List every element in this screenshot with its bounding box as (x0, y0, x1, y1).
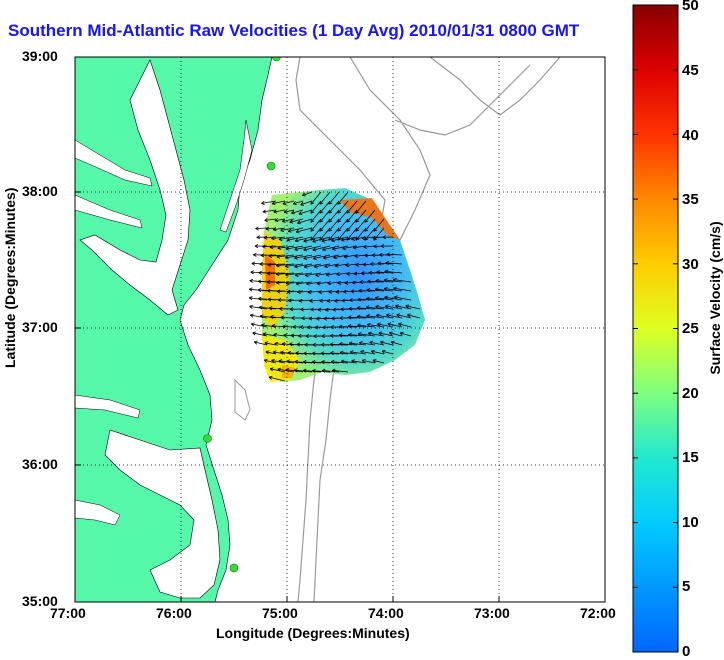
velocity-arrow-head (302, 196, 306, 197)
colorbar-tick-label: 40 (682, 127, 699, 144)
x-tick-label: 72:00 (580, 605, 616, 621)
y-tick-label: 38:00 (22, 183, 58, 199)
colorbar-tick-label: 0 (682, 643, 690, 660)
y-tick-label: 36:00 (22, 456, 58, 472)
colorbar-tick-label: 30 (682, 256, 699, 273)
colorbar-label: Surface Velocity (cm/s) (707, 203, 723, 393)
y-tick-label: 37:00 (22, 319, 58, 335)
velocity-arrow (267, 273, 285, 274)
colorbar-tick-label: 5 (682, 578, 690, 595)
colorbar-tick-label: 20 (682, 385, 699, 402)
station-marker (204, 435, 212, 443)
x-tick-label: 76:00 (156, 605, 192, 621)
x-tick-label: 73:00 (474, 605, 510, 621)
x-tick-label: 74:00 (368, 605, 404, 621)
colorbar-tick-label: 50 (682, 0, 699, 14)
colorbar (633, 5, 678, 652)
colorbar-tick-label: 25 (682, 320, 699, 337)
x-axis-label: Longitude (Degrees:Minutes) (216, 625, 410, 641)
y-tick-label: 39:00 (22, 48, 58, 64)
x-tick-label: 75:00 (262, 605, 298, 621)
colorbar-tick-label: 10 (682, 514, 699, 531)
station-marker (267, 162, 275, 170)
y-axis-label: Latitude (Degrees:Minutes) (2, 228, 18, 368)
y-tick-label: 35:00 (22, 593, 58, 609)
station-marker (230, 564, 238, 572)
colorbar-tick-label: 45 (682, 62, 699, 79)
colorbar-tick-label: 15 (682, 449, 699, 466)
colorbar-tick-label: 35 (682, 191, 699, 208)
